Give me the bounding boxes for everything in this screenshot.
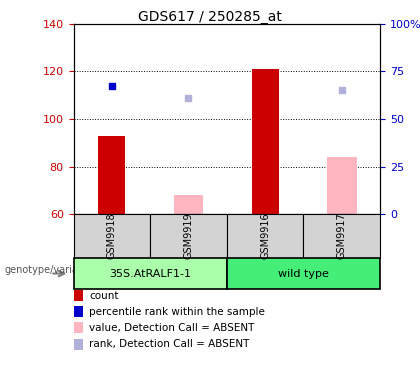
Bar — [174, 195, 203, 214]
Text: wild type: wild type — [278, 269, 329, 279]
Text: GSM9918: GSM9918 — [107, 213, 117, 259]
Text: percentile rank within the sample: percentile rank within the sample — [89, 307, 265, 317]
Bar — [327, 157, 357, 214]
Text: GSM9917: GSM9917 — [337, 213, 347, 259]
Text: GSM9919: GSM9919 — [184, 213, 194, 259]
Text: rank, Detection Call = ABSENT: rank, Detection Call = ABSENT — [89, 339, 249, 349]
Text: GSM9916: GSM9916 — [260, 213, 270, 259]
Text: count: count — [89, 291, 118, 301]
Text: GDS617 / 250285_at: GDS617 / 250285_at — [138, 10, 282, 24]
Text: genotype/variation: genotype/variation — [4, 265, 97, 275]
Text: 35S.AtRALF1-1: 35S.AtRALF1-1 — [109, 269, 191, 279]
Text: value, Detection Call = ABSENT: value, Detection Call = ABSENT — [89, 323, 255, 333]
Bar — [98, 135, 125, 214]
Bar — [252, 69, 278, 214]
